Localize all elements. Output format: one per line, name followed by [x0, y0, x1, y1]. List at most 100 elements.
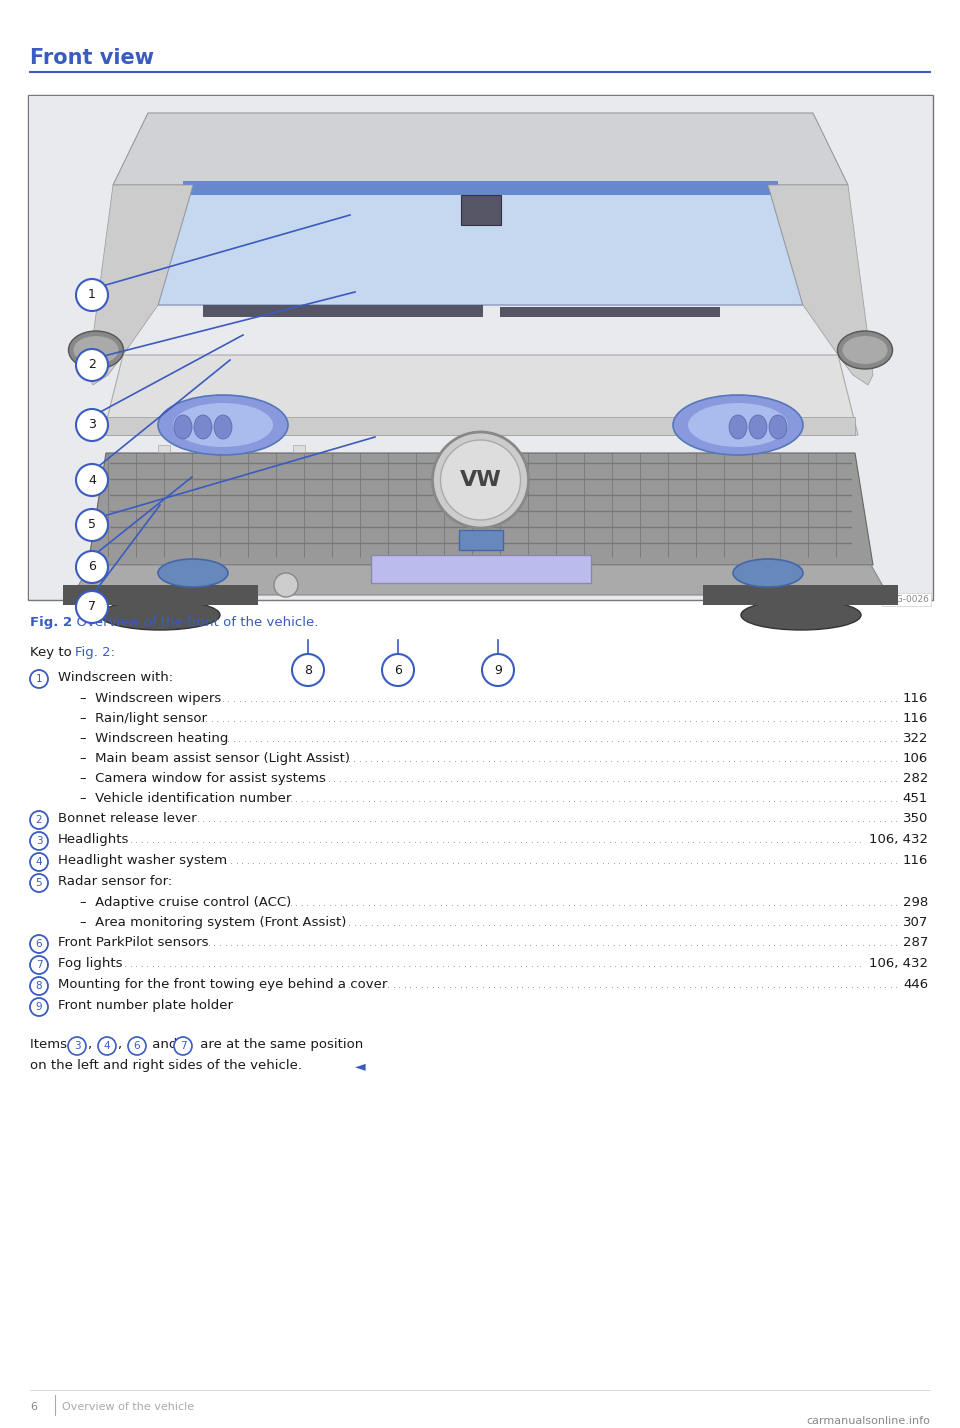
- FancyBboxPatch shape: [29, 96, 932, 598]
- Circle shape: [30, 853, 48, 871]
- Ellipse shape: [74, 336, 118, 364]
- Text: 6: 6: [36, 940, 42, 950]
- Text: Overview of the front of the vehicle.: Overview of the front of the vehicle.: [68, 615, 319, 628]
- Text: Fig. 2:: Fig. 2:: [75, 645, 115, 658]
- Text: –  Windscreen heating: – Windscreen heating: [80, 733, 228, 745]
- Text: ,: ,: [88, 1038, 96, 1051]
- Text: 8: 8: [304, 664, 312, 677]
- Ellipse shape: [214, 416, 232, 438]
- Ellipse shape: [843, 336, 887, 364]
- Text: 9: 9: [494, 664, 502, 677]
- Text: –  Windscreen wipers: – Windscreen wipers: [80, 693, 221, 705]
- Circle shape: [76, 348, 108, 381]
- Polygon shape: [73, 565, 888, 595]
- Circle shape: [30, 874, 48, 892]
- Ellipse shape: [158, 558, 228, 587]
- Text: BSG-0026: BSG-0026: [884, 595, 929, 604]
- Text: 3: 3: [74, 1041, 81, 1051]
- FancyBboxPatch shape: [461, 196, 500, 226]
- Ellipse shape: [100, 600, 220, 630]
- FancyBboxPatch shape: [158, 446, 170, 453]
- FancyBboxPatch shape: [28, 96, 933, 600]
- Text: 298: 298: [902, 895, 928, 910]
- Text: 1: 1: [36, 674, 42, 684]
- Text: Radar sensor for:: Radar sensor for:: [58, 875, 172, 888]
- Ellipse shape: [733, 558, 803, 587]
- Circle shape: [30, 811, 48, 830]
- Ellipse shape: [749, 416, 767, 438]
- Polygon shape: [88, 453, 873, 565]
- FancyBboxPatch shape: [293, 446, 305, 453]
- Circle shape: [30, 670, 48, 688]
- Text: are at the same position: are at the same position: [196, 1038, 363, 1051]
- Text: 5: 5: [88, 518, 96, 531]
- Text: Windscreen with:: Windscreen with:: [58, 671, 173, 684]
- Ellipse shape: [673, 396, 803, 456]
- Text: Front ParkPilot sensors: Front ParkPilot sensors: [58, 935, 208, 950]
- Circle shape: [68, 1037, 86, 1055]
- Circle shape: [76, 408, 108, 441]
- Text: 106, 432: 106, 432: [869, 957, 928, 970]
- Polygon shape: [88, 186, 193, 386]
- Text: –  Camera window for assist systems: – Camera window for assist systems: [80, 773, 325, 785]
- Text: Items: Items: [30, 1038, 71, 1051]
- Polygon shape: [703, 585, 898, 605]
- Circle shape: [30, 833, 48, 850]
- Circle shape: [76, 464, 108, 496]
- Ellipse shape: [688, 403, 788, 447]
- Circle shape: [76, 551, 108, 583]
- Polygon shape: [158, 186, 803, 306]
- FancyBboxPatch shape: [106, 417, 855, 436]
- Circle shape: [174, 1037, 192, 1055]
- Circle shape: [128, 1037, 146, 1055]
- Text: 5: 5: [36, 878, 42, 888]
- Text: 116: 116: [902, 693, 928, 705]
- Circle shape: [30, 955, 48, 974]
- Text: –  Area monitoring system (Front Assist): – Area monitoring system (Front Assist): [80, 915, 347, 930]
- Ellipse shape: [729, 416, 747, 438]
- Circle shape: [76, 278, 108, 311]
- Text: 307: 307: [902, 915, 928, 930]
- Text: 3: 3: [36, 835, 42, 845]
- Text: 116: 116: [902, 854, 928, 867]
- Text: 4: 4: [88, 474, 96, 487]
- Ellipse shape: [769, 416, 787, 438]
- Text: 2: 2: [88, 358, 96, 371]
- Text: Front number plate holder: Front number plate holder: [58, 1000, 233, 1012]
- Text: ◄: ◄: [355, 1060, 366, 1072]
- Text: 2: 2: [36, 815, 42, 825]
- FancyBboxPatch shape: [371, 555, 590, 583]
- Text: 9: 9: [36, 1002, 42, 1012]
- Text: –  Vehicle identification number: – Vehicle identification number: [80, 793, 292, 805]
- Circle shape: [433, 433, 529, 528]
- Circle shape: [30, 998, 48, 1015]
- Text: 6: 6: [394, 664, 402, 677]
- Polygon shape: [768, 186, 873, 386]
- Text: 116: 116: [902, 713, 928, 725]
- FancyBboxPatch shape: [203, 306, 483, 317]
- Text: 451: 451: [902, 793, 928, 805]
- Circle shape: [30, 977, 48, 995]
- Circle shape: [274, 573, 298, 597]
- Circle shape: [30, 935, 48, 952]
- Circle shape: [382, 654, 414, 685]
- Circle shape: [441, 440, 520, 520]
- Text: 6: 6: [88, 561, 96, 574]
- Text: 322: 322: [902, 733, 928, 745]
- Polygon shape: [63, 585, 258, 605]
- FancyBboxPatch shape: [500, 307, 720, 317]
- Ellipse shape: [173, 403, 273, 447]
- Circle shape: [76, 591, 108, 623]
- Text: –  Main beam assist sensor (Light Assist): – Main beam assist sensor (Light Assist): [80, 753, 350, 765]
- FancyBboxPatch shape: [183, 181, 778, 196]
- Text: 3: 3: [88, 418, 96, 431]
- Text: –  Rain/light sensor: – Rain/light sensor: [80, 713, 207, 725]
- Circle shape: [482, 654, 514, 685]
- FancyBboxPatch shape: [459, 530, 502, 550]
- Circle shape: [98, 1037, 116, 1055]
- Text: Headlights: Headlights: [58, 833, 130, 845]
- Text: Fig. 2: Fig. 2: [30, 615, 72, 628]
- Text: Mounting for the front towing eye behind a cover: Mounting for the front towing eye behind…: [58, 978, 388, 991]
- Text: 446: 446: [902, 978, 928, 991]
- Text: 1: 1: [88, 288, 96, 301]
